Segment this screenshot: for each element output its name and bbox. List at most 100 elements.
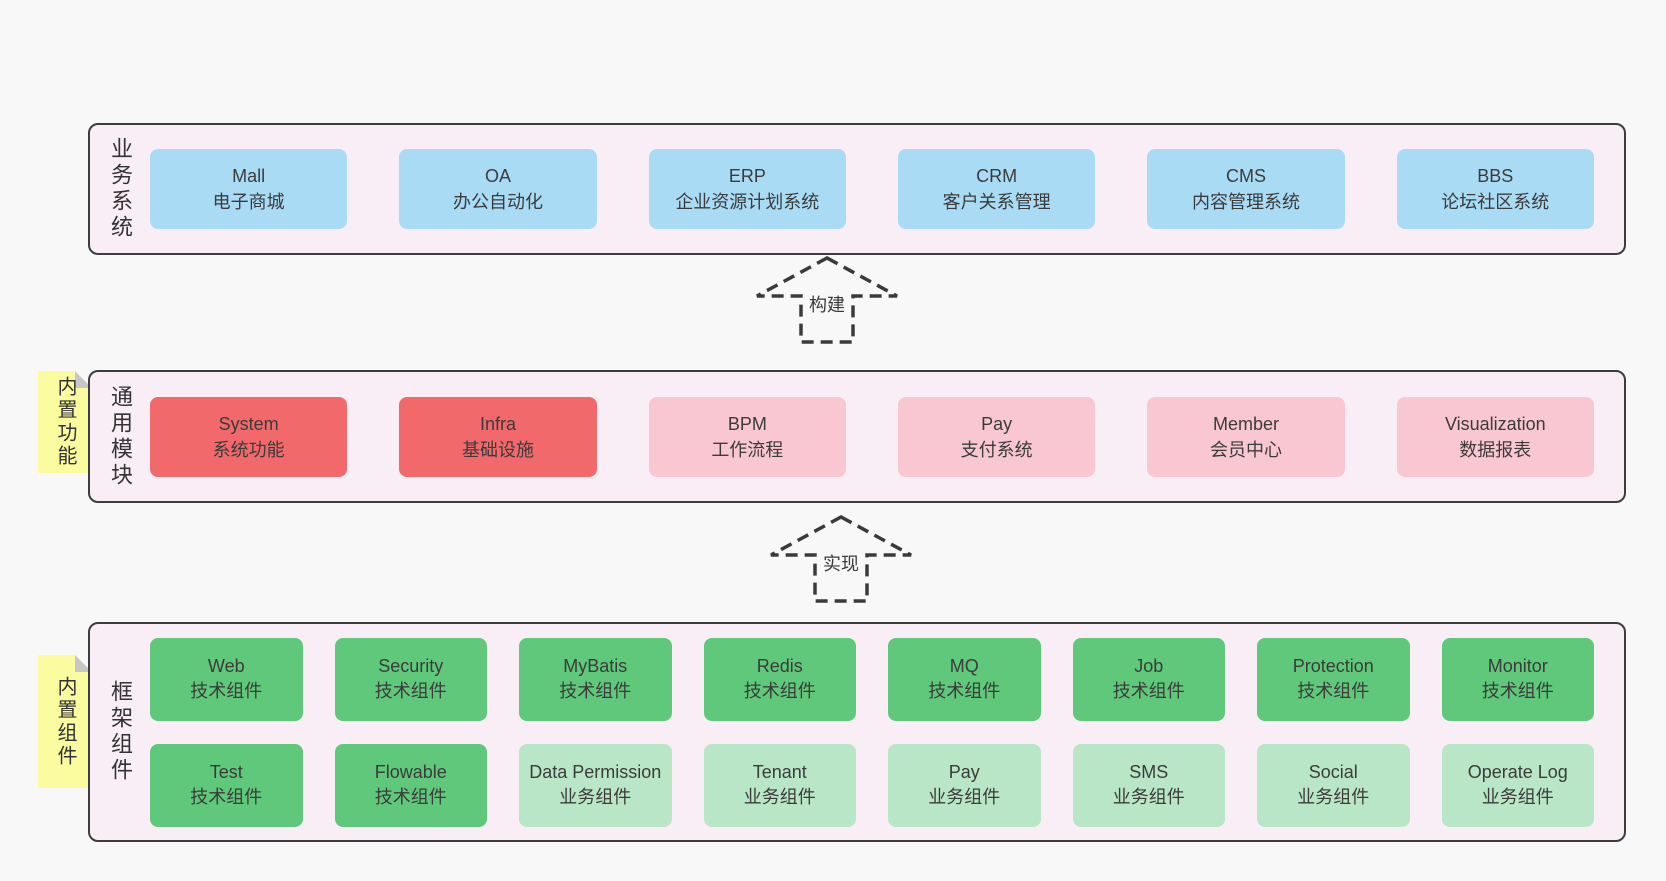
box-title: Job [1134,656,1164,676]
section-modules-label: 通用模块 [108,384,133,489]
box-subtitle: 技术组件 [1112,681,1185,701]
box-subtitle: 业务组件 [928,787,1001,807]
box-title: Infra [479,413,516,434]
box-subtitle: 技术组件 [374,787,447,807]
dashed-up-arrow-icon [756,256,898,344]
box-title: BPM [727,413,767,434]
box-protection: Protection 技术组件 [1257,637,1410,721]
business-boxes-row: Mall 电子商城 OA 办公自动化 ERP 企业资源计划系统 CRM 客户关系… [150,125,1624,253]
box-crm: CRM 客户关系管理 [897,149,1096,229]
box-title: Redis [756,656,803,676]
box-sms: SMS 业务组件 [1072,743,1225,827]
box-subtitle: 办公自动化 [452,192,543,212]
section-business-label: 业务系统 [108,137,133,241]
box-monitor: Monitor 技术组件 [1441,637,1594,721]
box-infra: Infra 基础设施 [399,396,597,477]
framework-boxes-grid: Web 技术组件 Security 技术组件 MyBatis 技术组件 Redi… [150,624,1624,840]
box-subtitle: 支付系统 [960,439,1033,460]
box-bbs: BBS 论坛社区系统 [1396,149,1594,229]
box-flowable: Flowable 技术组件 [334,743,487,827]
box-title: Protection [1292,656,1374,676]
box-subtitle: 业务组件 [1112,787,1185,807]
box-title: CMS [1225,166,1266,186]
box-pay-module: Pay 支付系统 [897,396,1096,477]
dashed-up-arrow-icon [770,515,912,603]
box-subtitle: 技术组件 [190,681,263,701]
box-title: Security [378,656,444,676]
box-subtitle: 业务组件 [1481,787,1554,807]
build-arrow: 构建 [754,255,900,345]
box-title: Pay [981,413,1013,434]
box-title: BBS [1477,166,1514,186]
box-title: Member [1212,413,1279,434]
box-subtitle: 客户关系管理 [942,192,1051,212]
box-subtitle: 工作流程 [711,439,784,460]
box-mq: MQ 技术组件 [888,637,1041,721]
build-arrow-label: 构建 [805,293,849,317]
box-subtitle: 技术组件 [190,787,263,807]
box-visualization: Visualization 数据报表 [1396,396,1594,477]
box-subtitle: 业务组件 [1297,787,1370,807]
box-subtitle: 论坛社区系统 [1441,192,1550,212]
box-title: ERP [728,166,766,186]
section-business-systems: 业务系统 Mall 电子商城 OA 办公自动化 ERP 企业资源计划系统 CRM… [88,123,1626,255]
framework-row-2: Test 技术组件 Flowable 技术组件 Data Permission … [150,743,1594,827]
box-title: CRM [976,166,1018,186]
box-title: SMS [1129,762,1169,782]
box-title: Monitor [1487,656,1548,676]
box-title: Visualization [1444,413,1546,434]
box-mybatis: MyBatis 技术组件 [519,637,672,721]
implement-arrow-label: 实现 [819,552,863,576]
note-built-in-components: 内置组件 [38,655,92,788]
box-subtitle: 业务组件 [559,787,632,807]
box-title: System [218,413,279,434]
box-title: Tenant [752,762,807,782]
box-subtitle: 业务组件 [743,787,816,807]
box-title: OA [484,166,511,186]
box-subtitle: 企业资源计划系统 [675,192,820,212]
implement-arrow: 实现 [768,514,914,604]
box-subtitle: 技术组件 [374,681,447,701]
box-system: System 系统功能 [150,396,348,477]
box-erp: ERP 企业资源计划系统 [648,149,846,229]
box-title: Mall [232,166,266,186]
section-framework-label: 框架组件 [108,680,133,784]
box-title: Pay [948,762,980,782]
section-label-column: 框架组件 [90,624,150,840]
box-subtitle: 系统功能 [212,439,285,460]
box-title: Operate Log [1467,762,1568,782]
note-built-in-features: 内置功能 [38,371,92,473]
box-title: MyBatis [563,656,628,676]
box-subtitle: 内容管理系统 [1191,192,1300,212]
box-subtitle: 技术组件 [928,681,1001,701]
note-built-in-components-label: 内置组件 [54,675,76,768]
box-tenant: Tenant 业务组件 [703,743,856,827]
box-bpm: BPM 工作流程 [648,396,846,477]
box-subtitle: 技术组件 [1481,681,1554,701]
section-label-column: 通用模块 [90,372,150,501]
box-subtitle: 数据报表 [1459,439,1532,460]
box-title: Social [1308,762,1358,782]
section-framework-components: 框架组件 Web 技术组件 Security 技术组件 MyBatis 技术组件… [88,622,1626,842]
box-subtitle: 技术组件 [559,681,632,701]
box-title: MQ [949,656,979,676]
note-built-in-features-label: 内置功能 [54,376,76,468]
section-label-column: 业务系统 [90,125,150,253]
box-job: Job 技术组件 [1072,637,1225,721]
box-social: Social 业务组件 [1257,743,1410,827]
box-web: Web 技术组件 [150,637,303,721]
box-operate-log: Operate Log 业务组件 [1441,743,1594,827]
box-subtitle: 电子商城 [212,192,285,212]
box-subtitle: 技术组件 [743,681,816,701]
box-mall: Mall 电子商城 [150,149,348,229]
box-title: Test [209,762,243,782]
box-subtitle: 基础设施 [461,439,534,460]
box-security: Security 技术组件 [334,637,487,721]
box-member: Member 会员中心 [1147,396,1345,477]
box-cms: CMS 内容管理系统 [1147,149,1345,229]
box-redis: Redis 技术组件 [703,637,856,721]
section-common-modules: 通用模块 System 系统功能 Infra 基础设施 BPM 工作流程 Pay… [88,370,1626,503]
box-subtitle: 技术组件 [1297,681,1370,701]
box-title: Web [207,656,245,676]
framework-row-1: Web 技术组件 Security 技术组件 MyBatis 技术组件 Redi… [150,637,1594,721]
